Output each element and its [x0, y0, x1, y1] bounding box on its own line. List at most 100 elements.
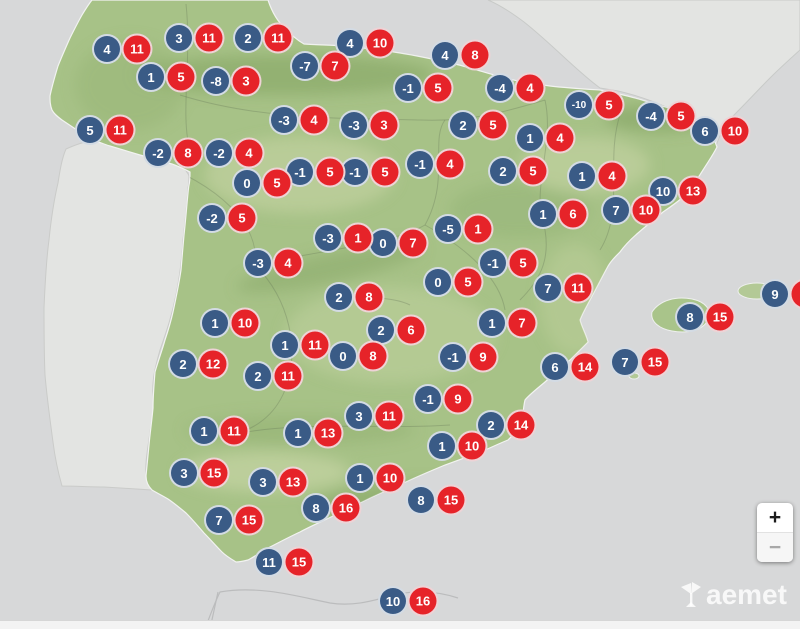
min-temp-marker[interactable]: -7 [290, 51, 320, 81]
min-temp-marker[interactable]: 2 [233, 23, 263, 53]
max-temp-marker[interactable]: 8 [459, 39, 491, 71]
min-temp-marker[interactable]: 2 [476, 410, 506, 440]
max-temp-marker[interactable]: 5 [477, 109, 509, 141]
min-temp-marker[interactable]: -2 [197, 203, 227, 233]
min-temp-marker[interactable]: -5 [433, 214, 463, 244]
min-temp-marker[interactable]: 6 [540, 352, 570, 382]
min-temp-marker[interactable]: -1 [438, 342, 468, 372]
min-temp-marker[interactable]: 8 [301, 493, 331, 523]
max-temp-marker[interactable]: 10 [630, 194, 662, 226]
min-temp-marker[interactable]: 3 [169, 458, 199, 488]
max-temp-marker[interactable]: 15 [233, 504, 265, 536]
max-temp-marker[interactable]: 15 [435, 484, 467, 516]
min-temp-marker[interactable]: 1 [200, 308, 230, 338]
min-temp-marker[interactable]: 8 [406, 485, 436, 515]
min-temp-marker[interactable]: 1 [189, 416, 219, 446]
min-temp-marker[interactable]: -1 [405, 149, 435, 179]
min-temp-marker[interactable]: 10 [378, 586, 408, 616]
zoom-out-button[interactable]: − [757, 532, 793, 562]
min-temp-marker[interactable]: -10 [564, 90, 594, 120]
max-temp-marker[interactable]: 7 [319, 50, 351, 82]
min-temp-marker[interactable]: -3 [339, 110, 369, 140]
min-temp-marker[interactable]: 11 [254, 547, 284, 577]
max-temp-marker[interactable]: 1 [462, 213, 494, 245]
max-temp-marker[interactable]: 7 [397, 227, 429, 259]
min-temp-marker[interactable]: 3 [248, 467, 278, 497]
max-temp-marker[interactable]: 4 [272, 247, 304, 279]
max-temp-marker[interactable]: 11 [218, 415, 250, 447]
min-temp-marker[interactable]: 1 [136, 62, 166, 92]
max-temp-marker[interactable]: 5 [369, 156, 401, 188]
max-temp-marker[interactable]: 10 [229, 307, 261, 339]
min-temp-marker[interactable]: 0 [423, 267, 453, 297]
min-temp-marker[interactable]: 9 [760, 279, 790, 309]
min-temp-marker[interactable]: 1 [345, 463, 375, 493]
max-temp-marker[interactable]: 5 [165, 61, 197, 93]
max-temp-marker[interactable]: 13 [312, 417, 344, 449]
min-temp-marker[interactable]: 1 [477, 308, 507, 338]
max-temp-marker[interactable]: 5 [452, 266, 484, 298]
min-temp-marker[interactable]: 7 [204, 505, 234, 535]
max-temp-marker[interactable]: 1 [342, 222, 374, 254]
max-temp-marker[interactable]: 11 [562, 272, 594, 304]
max-temp-marker[interactable]: 8 [357, 340, 389, 372]
max-temp-marker[interactable]: 4 [514, 72, 546, 104]
min-temp-marker[interactable]: 1 [283, 418, 313, 448]
max-temp-marker[interactable]: 8 [172, 137, 204, 169]
min-temp-marker[interactable]: 3 [344, 401, 374, 431]
max-temp-marker[interactable]: 5 [422, 72, 454, 104]
max-temp-marker[interactable]: 15 [639, 346, 671, 378]
max-temp-marker[interactable]: 4 [544, 122, 576, 154]
min-temp-marker[interactable]: 7 [533, 273, 563, 303]
max-temp-marker[interactable]: 3 [230, 65, 262, 97]
min-temp-marker[interactable]: 2 [168, 349, 198, 379]
max-temp-marker[interactable]: 11 [373, 400, 405, 432]
min-temp-marker[interactable]: 7 [610, 347, 640, 377]
min-temp-marker[interactable]: -1 [478, 248, 508, 278]
max-temp-marker[interactable]: 14 [505, 409, 537, 441]
max-temp-marker[interactable]: 5 [507, 247, 539, 279]
max-temp-marker[interactable]: 5 [261, 167, 293, 199]
min-temp-marker[interactable]: 5 [75, 115, 105, 145]
max-temp-marker[interactable]: 4 [596, 160, 628, 192]
min-temp-marker[interactable]: -3 [243, 248, 273, 278]
max-temp-marker[interactable]: 13 [277, 466, 309, 498]
max-temp-marker[interactable]: 15 [198, 457, 230, 489]
min-temp-marker[interactable]: 2 [448, 110, 478, 140]
max-temp-marker[interactable]: 12 [197, 348, 229, 380]
min-temp-marker[interactable]: 1 [528, 199, 558, 229]
max-temp-marker[interactable]: 11 [104, 114, 136, 146]
max-temp-marker[interactable]: 15 [704, 301, 736, 333]
zoom-in-button[interactable]: + [768, 505, 782, 529]
max-temp-marker[interactable]: 11 [262, 22, 294, 54]
min-temp-marker[interactable]: -4 [485, 73, 515, 103]
max-temp-marker[interactable]: 11 [121, 33, 153, 65]
max-temp-marker[interactable]: 5 [314, 156, 346, 188]
min-temp-marker[interactable]: -1 [413, 384, 443, 414]
min-temp-marker[interactable]: 1 [567, 161, 597, 191]
max-temp-marker[interactable]: 11 [193, 22, 225, 54]
max-temp-marker[interactable]: 4 [434, 148, 466, 180]
min-temp-marker[interactable]: 1 [427, 431, 457, 461]
min-temp-marker[interactable]: 0 [328, 341, 358, 371]
max-temp-marker[interactable]: 10 [374, 462, 406, 494]
min-temp-marker[interactable]: 1 [270, 330, 300, 360]
min-temp-marker[interactable]: -8 [201, 66, 231, 96]
max-temp-marker[interactable]: 9 [467, 341, 499, 373]
min-temp-marker[interactable]: -4 [636, 101, 666, 131]
max-temp-marker[interactable]: 3 [368, 109, 400, 141]
min-temp-marker[interactable]: -2 [143, 138, 173, 168]
max-temp-marker[interactable] [789, 278, 800, 310]
max-temp-marker[interactable]: 10 [719, 115, 751, 147]
min-temp-marker[interactable]: 1 [515, 123, 545, 153]
max-temp-marker[interactable]: 6 [395, 314, 427, 346]
max-temp-marker[interactable]: 4 [233, 137, 265, 169]
max-temp-marker[interactable]: 10 [364, 27, 396, 59]
max-temp-marker[interactable]: 4 [298, 104, 330, 136]
max-temp-marker[interactable]: 10 [456, 430, 488, 462]
min-temp-marker[interactable]: 4 [430, 40, 460, 70]
min-temp-marker[interactable]: 8 [675, 302, 705, 332]
min-temp-marker[interactable]: -2 [204, 138, 234, 168]
min-temp-marker[interactable]: -3 [313, 223, 343, 253]
max-temp-marker[interactable]: 7 [506, 307, 538, 339]
